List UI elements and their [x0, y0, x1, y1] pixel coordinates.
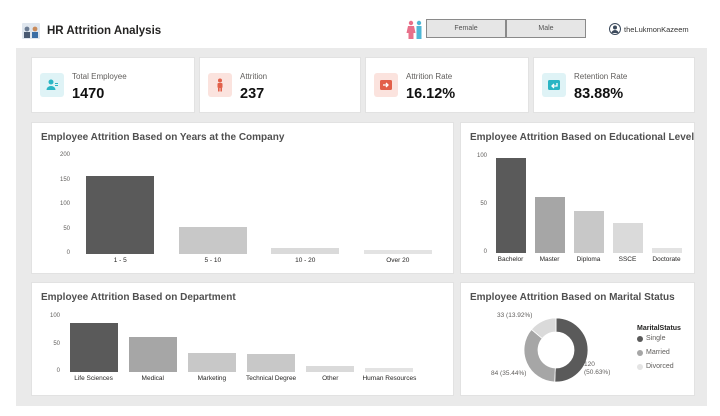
- employee-icon: [40, 73, 64, 97]
- kpi-value: 1470: [72, 86, 105, 102]
- legend-title: MaritalStatus: [637, 325, 681, 332]
- user-name: theLukmonKazeem: [624, 25, 689, 34]
- x-tick-label: Diploma: [576, 256, 601, 263]
- donut-label-single: 120 (50.63%): [584, 361, 611, 376]
- y-tick-label: 100: [49, 313, 60, 319]
- page-title: HR Attrition Analysis: [47, 25, 162, 37]
- bar-ssce[interactable]: [612, 223, 643, 253]
- kpi-label: Retention Rate: [574, 72, 628, 81]
- legend-item-divorced: Divorced: [637, 363, 674, 370]
- x-tick-label: Technical Degree: [245, 375, 297, 382]
- donut-slice-divorced[interactable]: [530, 317, 557, 340]
- legend-label: Single: [646, 335, 666, 342]
- bar-5-10[interactable]: [178, 226, 247, 254]
- y-tick-label: 50: [53, 340, 60, 347]
- y-tick-label: 0: [66, 250, 70, 256]
- x-tick-label: Other: [322, 375, 339, 382]
- legend-item-married: Married: [637, 349, 670, 356]
- y-tick-label: 50: [63, 225, 70, 232]
- chart-educational-level[interactable]: Employee Attrition Based on Educational …: [460, 122, 695, 274]
- x-tick-label: Marketing: [197, 375, 227, 382]
- chart-title: Employee Attrition Based on Department: [41, 292, 236, 303]
- bar-life-sciences[interactable]: [69, 323, 118, 372]
- bar-medical[interactable]: [128, 337, 177, 372]
- donut-chart[interactable]: [521, 315, 591, 385]
- header-bar: HR Attrition Analysis Female Male theLuk…: [0, 0, 720, 46]
- x-tick-label: Master: [539, 256, 560, 263]
- x-tick-label: Human Resources: [362, 375, 417, 382]
- kpi-label: Attrition: [240, 72, 268, 81]
- kpi-card-total-employee: Total Employee 1470: [31, 57, 195, 113]
- chart-title: Employee Attrition Based on Marital Stat…: [470, 292, 675, 303]
- y-tick-label: 200: [59, 152, 70, 158]
- donut-label-married: 84 (35.44%): [491, 370, 527, 377]
- x-tick-label: Life Sciences: [74, 375, 113, 382]
- bar-doctorate[interactable]: [651, 248, 682, 253]
- y-tick-label: 150: [59, 176, 70, 183]
- bar-human-resources[interactable]: [365, 368, 414, 372]
- gender-filter-male-button[interactable]: Male: [506, 19, 586, 38]
- legend-label: Married: [646, 349, 670, 356]
- legend-dot: [637, 349, 643, 356]
- bar-1-5[interactable]: [86, 175, 155, 254]
- return-arrow-icon: [542, 73, 566, 97]
- kpi-card-attrition-rate: Attrition Rate 16.12%: [365, 57, 529, 113]
- donut-slice-single[interactable]: [554, 317, 589, 383]
- x-tick-label: SSCE: [618, 256, 637, 263]
- x-tick-label: Doctorate: [652, 256, 681, 263]
- chart-years-at-company[interactable]: Employee Attrition Based on Years at the…: [31, 122, 454, 274]
- y-tick-label: 0: [483, 249, 487, 255]
- user-avatar-icon: [609, 23, 621, 35]
- kpi-value: 83.88%: [574, 86, 624, 102]
- x-tick-label: 1 - 5: [113, 257, 127, 264]
- bar-over-20[interactable]: [363, 250, 432, 254]
- bar-diploma[interactable]: [573, 210, 604, 253]
- bar-bachelor[interactable]: [495, 157, 526, 253]
- person-exit-icon: [208, 73, 232, 97]
- bar-technical-degree[interactable]: [247, 354, 296, 372]
- bar-other[interactable]: [306, 365, 355, 372]
- gender-icon: [406, 20, 422, 39]
- bar-master[interactable]: [534, 197, 565, 253]
- chart-title: Employee Attrition Based on Educational …: [470, 132, 695, 143]
- x-tick-label: Medical: [141, 375, 164, 382]
- legend-dot: [637, 335, 643, 342]
- bar-10-20[interactable]: [271, 248, 340, 254]
- exit-arrow-icon: [374, 73, 398, 97]
- legend-item-single: Single: [637, 335, 665, 342]
- kpi-card-attrition: Attrition 237: [199, 57, 361, 113]
- chart-title: Employee Attrition Based on Years at the…: [41, 132, 285, 143]
- donut-slice-married[interactable]: [523, 328, 556, 383]
- chart-department[interactable]: Employee Attrition Based on Department 1…: [31, 282, 454, 396]
- dashboard-canvas: Total Employee 1470 Attrition 237 Attrit…: [16, 48, 707, 406]
- y-tick-label: 100: [476, 153, 487, 159]
- gender-filter-female-button[interactable]: Female: [426, 19, 506, 38]
- kpi-card-retention-rate: Retention Rate 83.88%: [533, 57, 695, 113]
- kpi-value: 237: [240, 86, 265, 102]
- donut-label-divorced: 33 (13.92%): [497, 312, 533, 319]
- x-tick-label: Over 20: [386, 257, 410, 264]
- y-tick-label: 100: [59, 201, 70, 207]
- x-tick-label: 10 - 20: [295, 257, 316, 264]
- y-tick-label: 50: [480, 201, 487, 207]
- legend-label: Divorced: [646, 363, 674, 370]
- chart-marital-status[interactable]: Employee Attrition Based on Marital Stat…: [460, 282, 695, 396]
- bar-marketing[interactable]: [187, 352, 236, 372]
- legend-dot: [637, 363, 643, 370]
- hr-team-logo-icon: [22, 23, 40, 39]
- kpi-value: 16.12%: [406, 86, 456, 102]
- kpi-label: Attrition Rate: [406, 72, 453, 81]
- x-tick-label: Bachelor: [497, 256, 524, 263]
- y-tick-label: 0: [56, 368, 60, 374]
- kpi-label: Total Employee: [72, 72, 127, 81]
- x-tick-label: 5 - 10: [204, 257, 222, 264]
